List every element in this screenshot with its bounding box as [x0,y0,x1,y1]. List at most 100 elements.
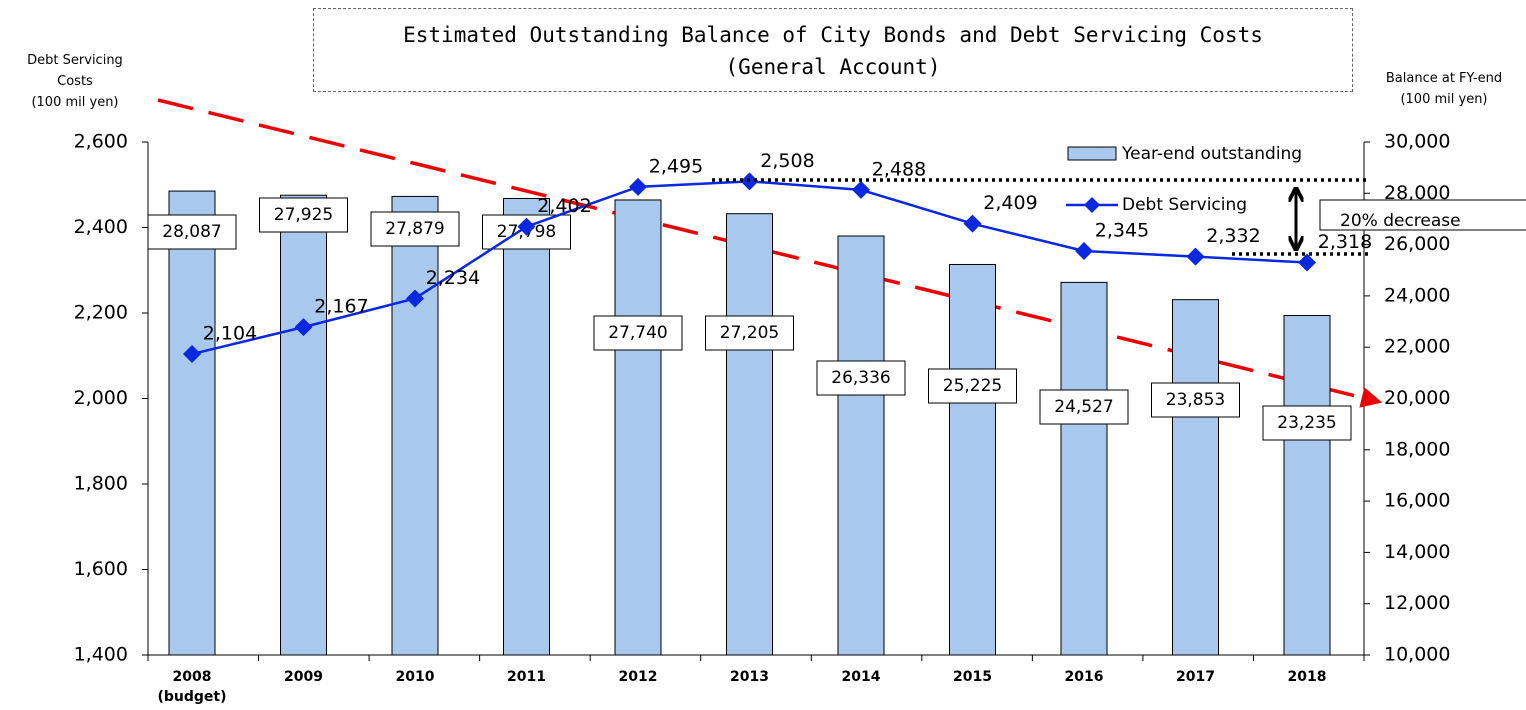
line-marker [1298,253,1316,272]
bar-value-label: 25,225 [928,368,1017,404]
y-tick-label: 1,400 [74,644,128,666]
x-tick-label: 2012 [618,669,658,685]
line-marker [1186,247,1205,266]
label-box [816,360,906,396]
bar-value-text: 27,740 [608,323,667,343]
x-tick-label: 2017 [1176,669,1215,685]
label-box [593,315,683,351]
y2-tick-label: 26,000 [1384,233,1450,255]
bar-value-label: 28,087 [147,214,237,250]
x-tick-label: 2010 [395,669,435,685]
label-box [1151,382,1240,418]
legend-marker [1084,197,1100,213]
chart-title: Estimated Outstanding Balance of City Bo… [403,23,1263,47]
y2-tick-label: 30,000 [1384,131,1450,153]
bar [1172,299,1219,656]
label-box [370,211,460,247]
line-marker [629,177,647,196]
annotation-box [1319,199,1526,231]
bar [837,235,885,656]
line-value-label: 2,409 [983,192,1037,214]
y2-tick-label: 12,000 [1384,592,1450,614]
legend-label: Year-end outstanding [1121,144,1302,164]
y-tick-label: 1,600 [74,558,128,580]
label-box [259,197,348,233]
line-value-label: 2,318 [1318,231,1372,253]
y-tick-label: 2,200 [74,302,128,324]
bar-value-text: 26,336 [831,368,890,388]
bar [1283,315,1331,656]
bar [503,197,550,656]
bar-value-label: 24,527 [1039,389,1129,425]
bar [949,263,996,656]
y2-tick-label: 24,000 [1384,284,1450,306]
bar-value-text: 27,879 [385,219,444,239]
bar-value-text: 27,205 [720,323,779,343]
line-value-label: 2,332 [1206,225,1260,247]
y2-tick-label: 14,000 [1384,541,1450,563]
bar-value-text: 27,925 [274,205,333,225]
line-value-label: 2,402 [537,195,591,217]
y-tick-label: 2,400 [74,216,128,238]
label-box [1039,389,1129,425]
y-tick-label: 1,800 [74,473,128,495]
line-value-label: 2,495 [649,155,703,177]
x-tick-label: 2013 [730,669,769,685]
chart-subtitle: (General Account) [725,55,941,79]
x-tick-label: 2011 [507,669,546,685]
line-marker [963,214,982,233]
line-marker [183,345,201,364]
x-tick-label: 2009 [284,669,323,685]
y-tick-label: 2,600 [74,131,128,153]
y2-tick-label: 22,000 [1384,336,1450,358]
label-box [147,214,237,250]
bar-value-label: 27,740 [593,315,683,351]
legend-label: Debt Servicing [1122,195,1247,215]
line-value-label: 2,488 [872,158,926,180]
bar-value-label: 27,879 [370,211,460,247]
line-value-label: 2,345 [1095,220,1149,242]
label-box [705,315,794,351]
annotation: 20% decrease [1340,211,1461,231]
bar [726,213,773,656]
bar-value-text: 23,853 [1166,390,1225,410]
line-marker [852,180,870,199]
bar [391,195,439,656]
x-tick-label: 2016 [1064,669,1104,685]
label-box [928,368,1017,404]
x-tick-label: 2018 [1287,669,1327,685]
y2-tick-label: 28,000 [1384,182,1450,204]
bar-value-text: 23,235 [1277,413,1336,433]
y2-tick-label: 16,000 [1384,490,1450,512]
y-tick-label: 2,000 [74,387,128,409]
x-tick-label: 2015 [953,669,992,685]
bar-value-text: 24,527 [1054,397,1113,417]
y2-tick-label: 10,000 [1384,644,1450,666]
bar-value-label: 27,205 [705,315,794,351]
bar-value-label: 23,235 [1262,405,1352,441]
bar [168,190,216,656]
x-tick-label: 2014 [841,669,881,685]
label-box [1262,405,1352,441]
line-value-label: 2,508 [760,150,814,172]
bar-value-text: 28,087 [162,222,221,242]
legend-swatch [1067,146,1117,161]
line-marker [406,289,424,308]
bar-value-label: 27,925 [259,197,348,233]
bar [614,199,662,656]
line-value-label: 2,104 [203,323,257,345]
y2-axis-title: Balance at FY-end (100 mil yen) [1385,71,1503,107]
bar-value-text: 25,225 [943,376,1002,396]
line-value-label: 2,167 [314,296,368,318]
line-marker [517,217,536,236]
line-marker [1075,242,1093,261]
line-value-label: 2,234 [426,267,480,289]
y2-tick-label: 18,000 [1384,438,1450,460]
bar [280,194,327,656]
bar-value-label: 23,853 [1151,382,1240,418]
y2-tick-label: 20,000 [1384,387,1450,409]
y-axis-title: Debt Servicing Costs (100 mil yen) [27,53,123,110]
x-tick-label: 2008 (budget) [157,669,227,705]
